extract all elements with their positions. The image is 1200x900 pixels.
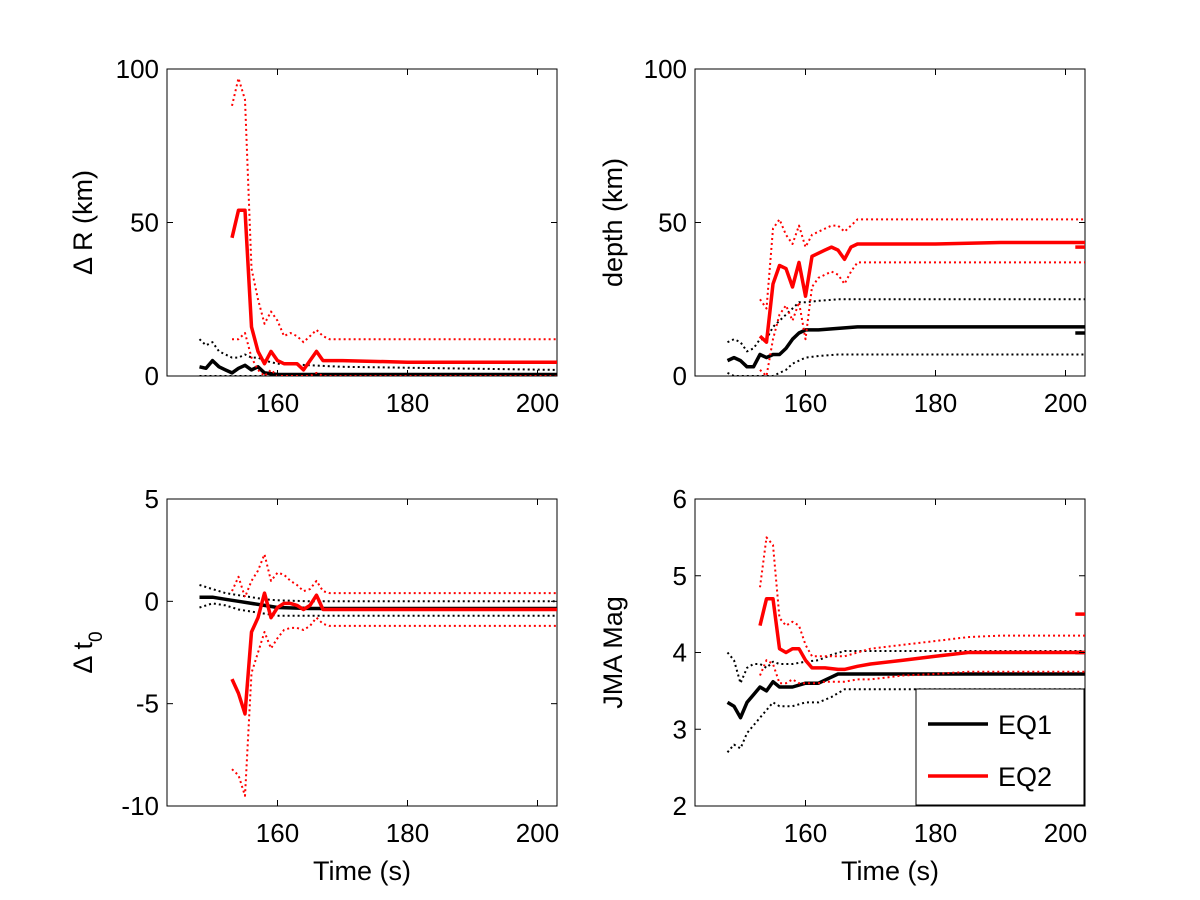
y-tick-label: 50 [658,208,687,238]
y-tick-label: 2 [673,791,687,821]
x-tick-label: 160 [784,388,827,418]
x-tick-label: 200 [516,388,559,418]
x-tick-label: 200 [1044,818,1087,848]
x-tick-label: 160 [784,818,827,848]
series-line-eq2-dotted [759,659,1085,685]
x-tick-label: 180 [914,388,957,418]
legend-label-eq1: EQ1 [998,710,1052,740]
series-line-eq1-dotted [726,688,1085,753]
y-tick-label: 100 [644,54,687,84]
series-group [726,218,1085,376]
y-tick-label: 6 [673,484,687,514]
series-line-eq1-solid [199,358,557,376]
x-axis-label: Time (s) [841,856,939,886]
x-axis-label: Time (s) [313,856,411,886]
axes-box [166,68,558,377]
y-axis-label: JMA Mag [598,596,628,709]
series-group [726,536,1085,753]
subplot-depth: 0 50 100 160 180 200 depth (km) [598,54,1087,418]
y-tick-label: 5 [673,561,687,591]
subplot-dR: 0 50 100 160 180 200 Δ R (km) [68,54,559,418]
y-tick-label: 0 [673,361,687,391]
y-tick-label: 0 [145,361,159,391]
axes-box [166,498,558,807]
y-tick-label: 5 [145,484,159,514]
legend: EQ1 EQ2 [915,688,1085,806]
axes-box [694,68,1086,377]
series-line-eq2-solid [230,591,557,716]
x-tick-label: 200 [516,818,559,848]
series-line-eq2-solid [758,240,1085,344]
y-tick-label: 100 [116,54,159,84]
series-line-eq2-solid [230,208,557,372]
series-line-eq2-dotted [759,536,1085,658]
series-line-eq2-dotted [231,553,557,599]
y-tick-label: 3 [673,714,687,744]
series-line-eq1-dotted [198,338,557,371]
series-group [198,77,557,376]
x-tick-label: 180 [386,388,429,418]
x-tick-label: 160 [256,388,299,418]
y-tick-label: 50 [130,208,159,238]
series-line-eq1-solid [726,325,1085,369]
series-line-eq2-dotted [759,218,1085,310]
series-line-eq1-dotted [726,650,1085,685]
series-line-eq2-dotted [759,261,1085,376]
series-line-eq2-solid [758,597,1085,672]
y-axis-label: Δ R (km) [68,170,98,275]
x-tick-label: 180 [914,818,957,848]
y-tick-label: -10 [121,791,159,821]
legend-box [915,688,1085,806]
y-tick-label: 0 [145,586,159,616]
series-line-eq2-dotted [231,616,557,797]
series-line-eq1-solid [726,672,1085,720]
x-tick-label: 180 [386,818,429,848]
series-line-eq1-dotted [199,584,557,603]
y-tick-label: 4 [673,638,687,668]
series-line-eq2-dotted [231,77,557,344]
legend-label-eq2: EQ2 [998,762,1052,792]
y-tick-label: -5 [136,689,159,719]
x-tick-label: 200 [1044,388,1087,418]
y-axis-label: depth (km) [598,158,628,287]
y-axis-label-subscript: 0 [86,631,107,642]
series-group [199,553,557,797]
x-tick-label: 160 [256,818,299,848]
